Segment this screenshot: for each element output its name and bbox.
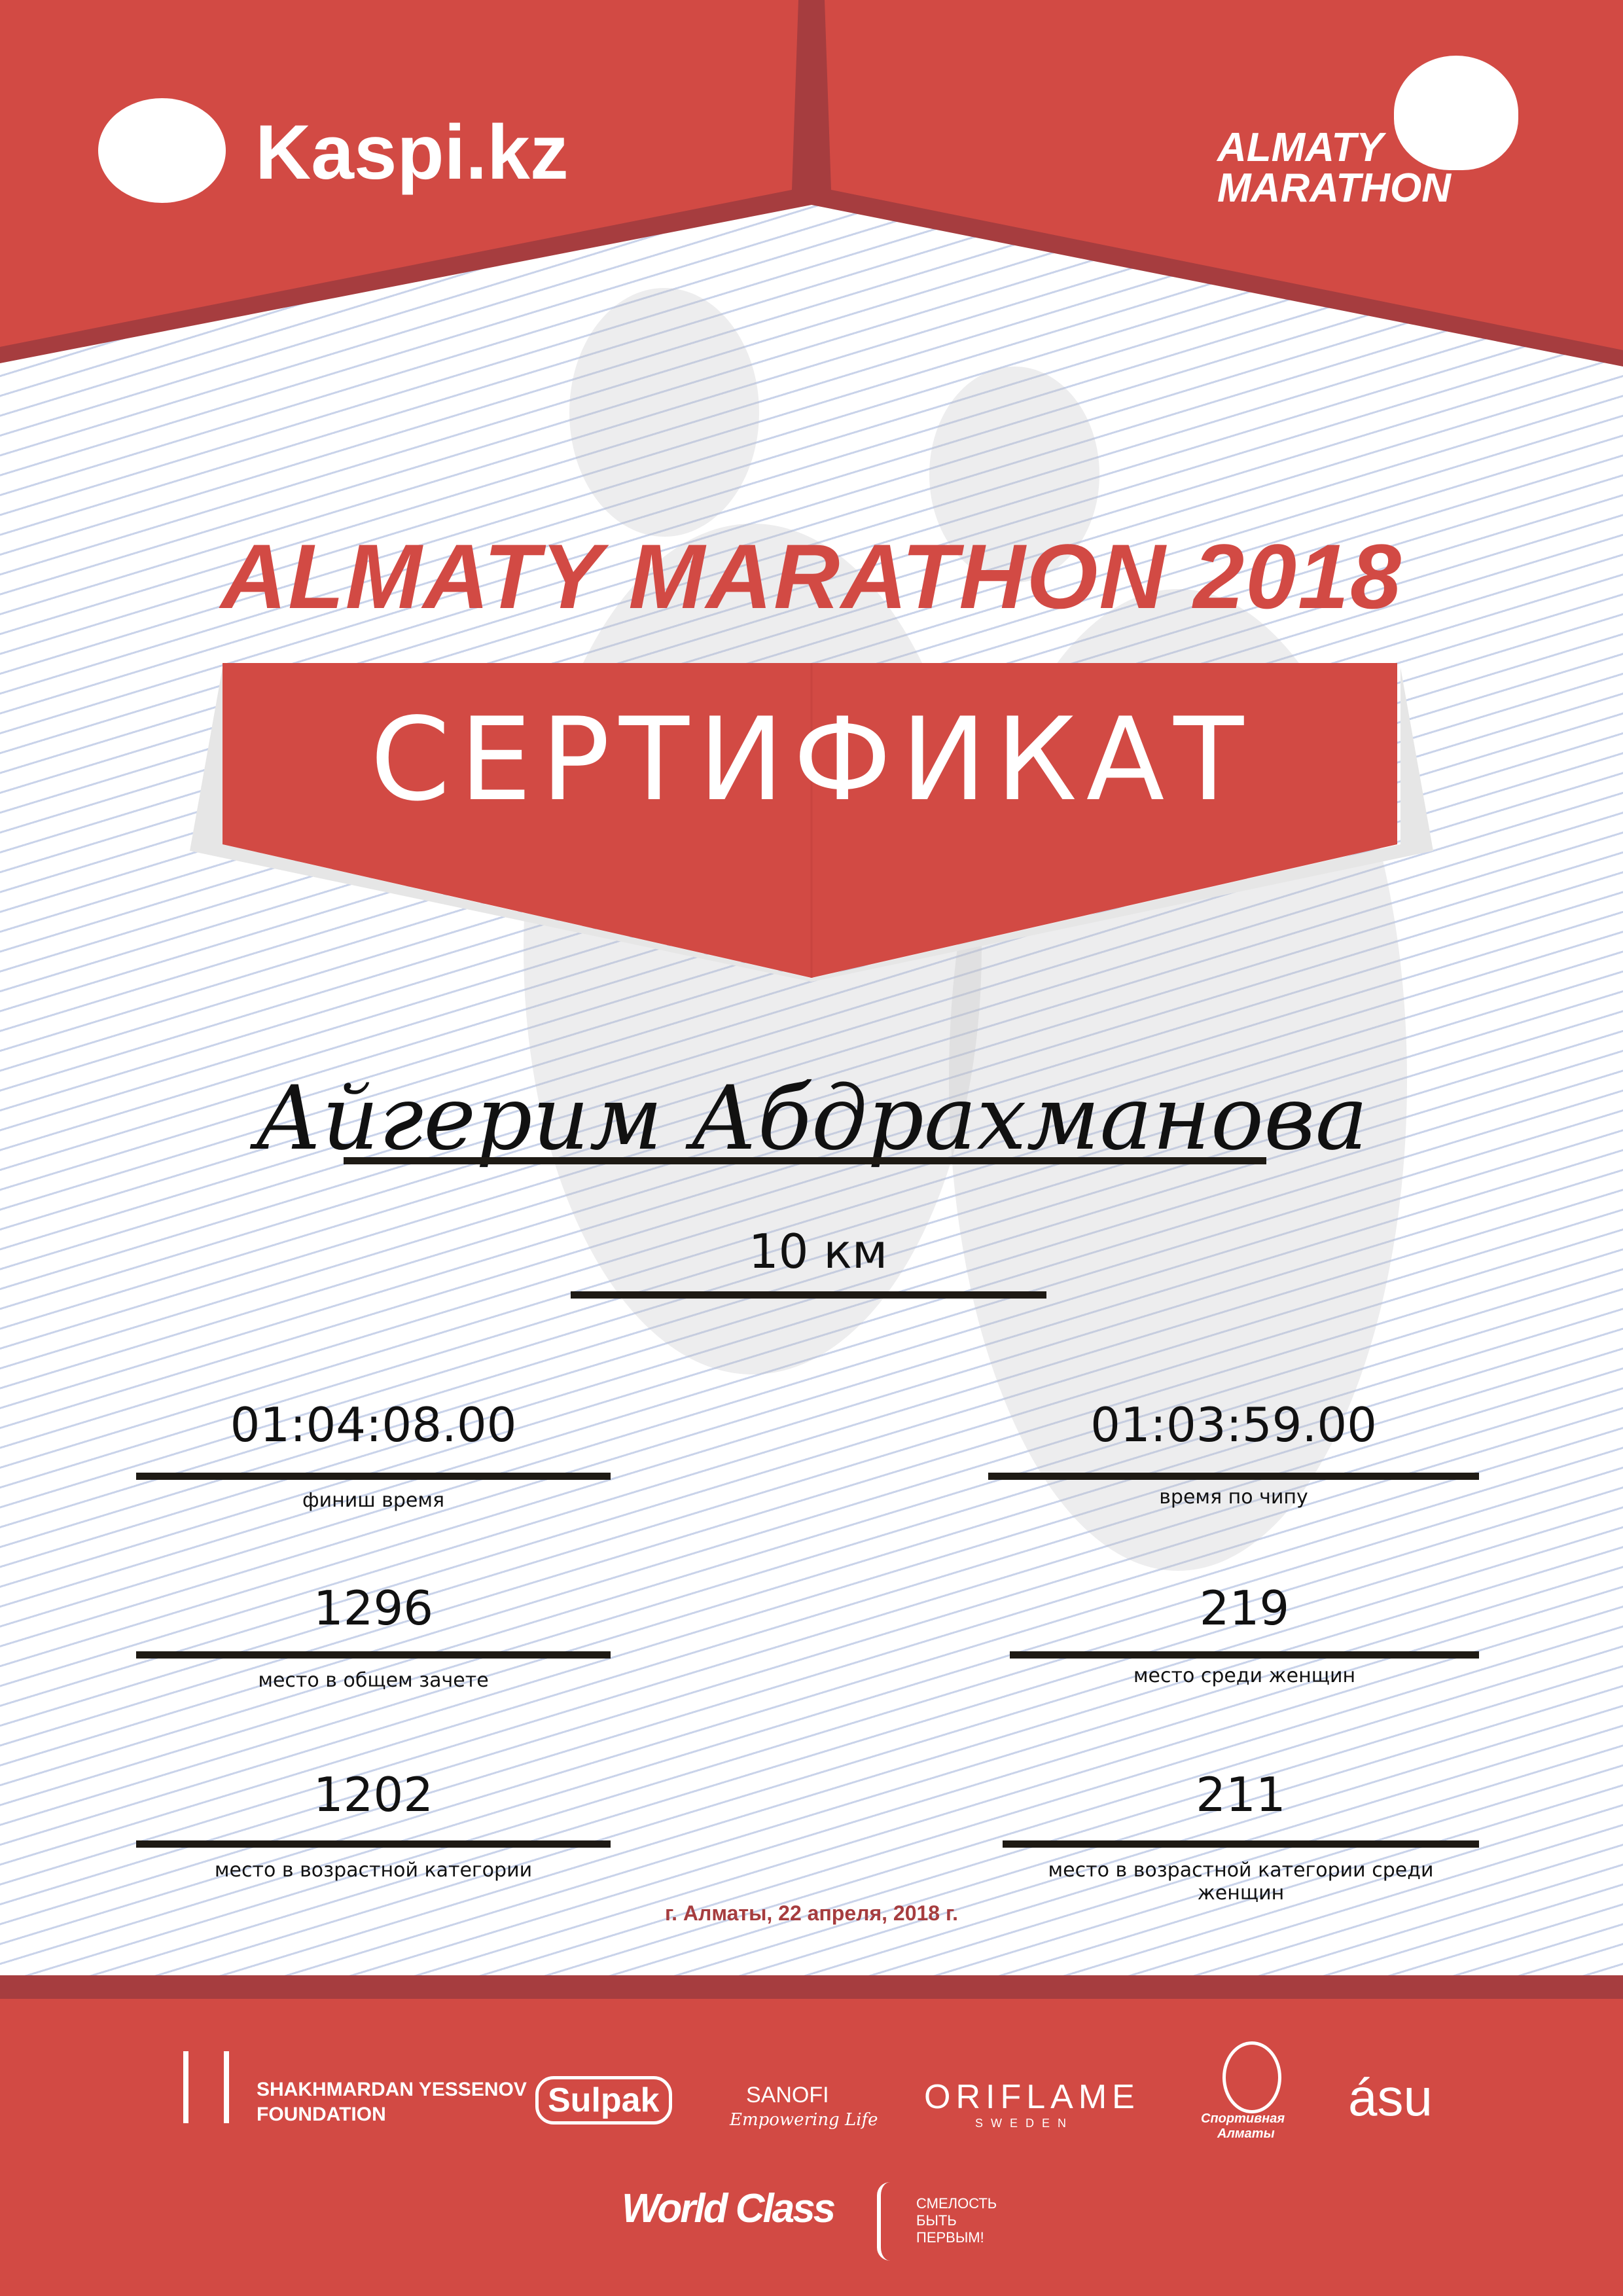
yessenov-logo-line2: FOUNDATION <box>257 2104 386 2125</box>
certificate-label: СЕРТИФИКАТ <box>370 694 1253 827</box>
chip-time-value: 01:03:59.00 <box>1090 1397 1377 1452</box>
header-chevron <box>0 0 1623 367</box>
sanofi-logo: SANOFI <box>746 2083 829 2108</box>
distance-value: 10 км <box>748 1224 888 1279</box>
finish-time-label: финиш время <box>302 1489 445 1512</box>
runner-photo-woman-head <box>929 367 1099 583</box>
event-title: ALMATY MARATHON 2018 <box>221 525 1402 628</box>
almaty-marathon-logo-line1: ALMATY <box>1217 125 1383 170</box>
sport-almaty-line2: Алматы <box>1217 2126 1275 2141</box>
fund-logo-line3: ПЕРВЫМ! <box>916 2229 984 2246</box>
women-place-label: место среди женщин <box>1133 1664 1356 1687</box>
chip-time-label: время по чипу <box>1159 1486 1308 1509</box>
sport-almaty-emblem-icon <box>1222 2041 1281 2113</box>
runner-photo-man-head <box>569 288 759 537</box>
finish-time-underline <box>136 1473 611 1480</box>
age-women-place-underline <box>1003 1840 1479 1848</box>
certificate-banner <box>190 663 1433 982</box>
yessenov-logo-icon <box>183 2051 229 2123</box>
age-place-label: место в возрастной категории <box>214 1859 533 1882</box>
age-women-place-value: 211 <box>1196 1767 1286 1822</box>
footer-band <box>0 1975 1623 1999</box>
age-place-value: 1202 <box>313 1767 434 1822</box>
women-place-underline <box>1010 1651 1479 1659</box>
fund-logo-line2: БЫТЬ <box>916 2212 957 2229</box>
date-place: г. Алматы, 22 апреля, 2018 г. <box>665 1901 958 1925</box>
fund-logo-icon <box>877 2182 914 2261</box>
sponsors-footer: SHAKHMARDAN YESSENOV FOUNDATION Sulpak S… <box>0 1999 1623 2296</box>
distance-underline <box>571 1291 1046 1299</box>
overall-place-value: 1296 <box>313 1581 434 1636</box>
worldclass-logo: World Class <box>622 2186 836 2231</box>
age-women-place-label: место в возрастной категории среди женщи… <box>1048 1859 1434 1905</box>
oriflame-sub: SWEDEN <box>975 2117 1075 2130</box>
yessenov-logo-line1: SHAKHMARDAN YESSENOV <box>257 2079 527 2100</box>
sulpak-logo: Sulpak <box>535 2076 672 2125</box>
kaspi-logo: Kaspi.kz <box>255 109 569 196</box>
oriflame-logo: ORIFLAME <box>924 2078 1140 2116</box>
finish-time-value: 01:04:08.00 <box>230 1397 517 1452</box>
fund-logo-line1: СМЕЛОСТЬ <box>916 2195 997 2212</box>
name-underline <box>344 1157 1266 1164</box>
chip-time-underline <box>988 1473 1479 1480</box>
age-place-underline <box>136 1840 611 1848</box>
kaspi-logo-icon <box>98 98 226 203</box>
almaty-marathon-logo-line2: MARATHON <box>1217 166 1452 211</box>
sanofi-tagline: Empowering Life <box>730 2110 878 2130</box>
participant-name: Айгерим Абдрахманова <box>255 1067 1368 1170</box>
almaty-marathon-logo-icon <box>1394 56 1518 170</box>
asu-logo: ásu <box>1348 2068 1433 2126</box>
overall-place-underline <box>136 1651 611 1659</box>
sport-almaty-line1: Спортивная <box>1201 2111 1285 2126</box>
overall-place-label: место в общем зачете <box>258 1669 489 1692</box>
women-place-value: 219 <box>1199 1581 1290 1636</box>
